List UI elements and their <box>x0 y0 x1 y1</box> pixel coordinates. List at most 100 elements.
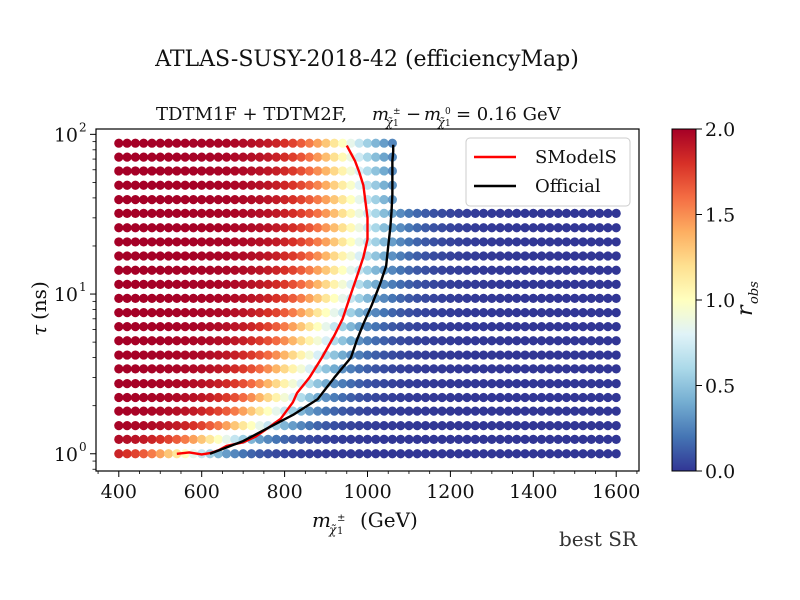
data-point <box>454 223 464 233</box>
data-point <box>454 279 464 289</box>
data-point <box>578 379 588 389</box>
data-point <box>205 265 215 275</box>
data-point <box>288 364 298 374</box>
data-point <box>329 449 339 459</box>
data-point <box>163 449 174 459</box>
data-point <box>495 251 505 261</box>
data-point <box>445 293 455 303</box>
data-point <box>445 322 455 332</box>
data-point <box>570 308 580 318</box>
data-point <box>221 251 232 261</box>
data-point <box>528 237 538 247</box>
data-point <box>255 322 265 332</box>
data-point <box>396 364 406 374</box>
data-point <box>139 166 149 176</box>
data-point <box>528 364 538 374</box>
data-point <box>346 406 356 416</box>
data-point <box>462 350 472 360</box>
data-point <box>221 223 232 233</box>
data-point <box>561 392 572 403</box>
data-point <box>371 392 381 403</box>
data-point <box>412 251 422 261</box>
data-point <box>321 180 331 190</box>
data-point <box>487 322 497 332</box>
data-point <box>255 223 265 233</box>
data-point <box>429 223 439 233</box>
data-point <box>595 293 605 303</box>
data-point <box>304 449 315 459</box>
data-point <box>122 449 132 459</box>
data-point <box>271 364 281 374</box>
data-point <box>396 322 406 332</box>
data-point <box>338 293 348 303</box>
data-point <box>180 350 190 360</box>
data-point <box>114 265 124 275</box>
data-point <box>512 350 522 360</box>
data-point <box>603 208 613 218</box>
data-point <box>412 421 422 431</box>
data-point <box>379 180 389 190</box>
data-point <box>420 392 431 403</box>
data-point <box>611 279 621 289</box>
data-point <box>346 138 356 148</box>
data-point <box>172 350 182 360</box>
data-point <box>429 364 439 374</box>
data-point <box>246 251 257 261</box>
data-point <box>545 322 555 332</box>
data-point <box>238 138 248 148</box>
data-point <box>163 434 174 445</box>
data-point <box>221 392 232 403</box>
data-point <box>346 223 356 233</box>
data-point <box>172 421 182 431</box>
data-point <box>155 195 165 205</box>
data-point <box>188 223 199 233</box>
data-point <box>188 421 199 431</box>
data-point <box>379 237 389 247</box>
data-point <box>180 336 190 346</box>
data-point <box>445 379 455 389</box>
data-point <box>114 308 124 318</box>
data-point <box>213 152 223 162</box>
data-point <box>595 449 605 459</box>
data-point <box>553 364 563 374</box>
data-point <box>163 223 174 233</box>
data-point <box>570 379 580 389</box>
data-point <box>603 379 613 389</box>
data-point <box>130 237 140 247</box>
data-point <box>263 434 273 445</box>
data-point <box>520 208 530 218</box>
data-point <box>304 336 315 346</box>
data-point <box>611 322 621 332</box>
data-point <box>139 421 149 431</box>
data-point <box>263 336 273 346</box>
data-point <box>130 223 140 233</box>
data-point <box>338 434 348 445</box>
data-point <box>329 208 339 218</box>
data-point <box>130 279 140 289</box>
data-point <box>412 308 422 318</box>
data-point <box>379 293 389 303</box>
data-point <box>445 406 455 416</box>
data-point <box>536 223 547 233</box>
data-point <box>404 364 414 374</box>
data-point <box>163 379 174 389</box>
data-point <box>420 434 431 445</box>
data-point <box>503 350 514 360</box>
data-point <box>338 449 348 459</box>
chart-title-value: = 0.16 GeV <box>456 104 562 125</box>
data-point <box>197 308 207 318</box>
data-point <box>155 322 165 332</box>
data-point <box>586 434 596 445</box>
data-point <box>338 279 348 289</box>
data-point <box>221 152 232 162</box>
data-point <box>188 279 199 289</box>
data-point <box>379 379 389 389</box>
data-point <box>130 180 140 190</box>
data-point <box>445 223 455 233</box>
data-point <box>462 208 472 218</box>
data-point <box>553 434 563 445</box>
data-point <box>155 166 165 176</box>
data-point <box>354 392 364 403</box>
data-point <box>545 336 555 346</box>
data-point <box>545 364 555 374</box>
